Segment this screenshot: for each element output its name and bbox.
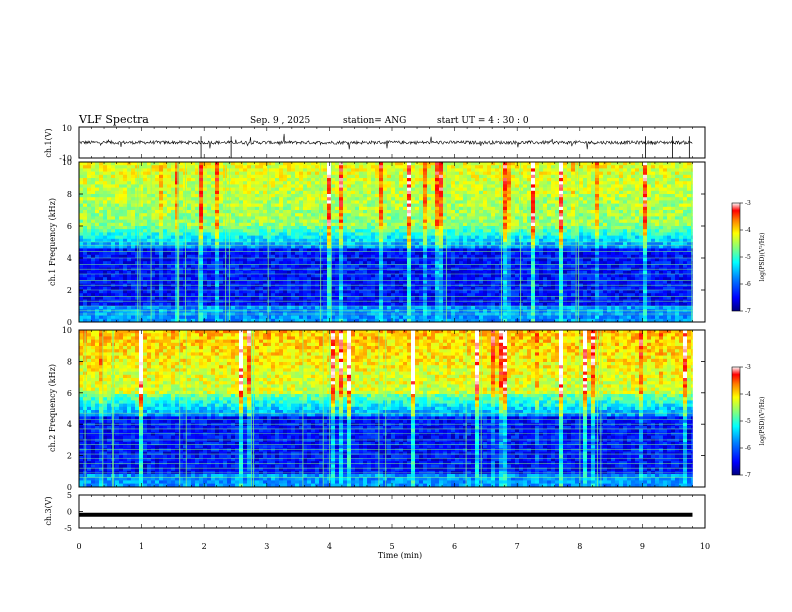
ch2-colorbar	[731, 366, 741, 476]
ch1-colorbar-label: log(PSD)(V²/Hz)	[759, 233, 766, 282]
station-label: station= ANG	[343, 116, 406, 126]
time-tick-label: 0	[76, 542, 81, 551]
colorbar-tick-label: -6	[745, 445, 751, 452]
time-tick-label: 6	[452, 542, 457, 551]
freq-tick-label: 6	[67, 389, 72, 398]
colorbar-tick-label: -4	[745, 227, 751, 234]
time-tick-label: 4	[327, 542, 332, 551]
freq-tick-label: 0	[67, 483, 72, 492]
time-tick-label: 7	[515, 542, 520, 551]
figure-title: VLF Spectra	[78, 113, 149, 126]
freq-tick-label: 10	[62, 158, 72, 167]
freq-tick-label: 10	[62, 326, 72, 335]
freq-tick-label: 0	[67, 318, 72, 327]
ch3-trace-frame	[78, 494, 706, 529]
time-tick-label: 8	[577, 542, 582, 551]
time-tick-label: 10	[700, 542, 710, 551]
ch3-tick-label: 5	[67, 491, 72, 500]
time-tick-label: 5	[389, 542, 394, 551]
colorbar-tick-label: -5	[745, 418, 751, 425]
time-tick-label: 3	[264, 542, 269, 551]
colorbar-tick-label: -4	[745, 391, 751, 398]
colorbar-tick-label: -5	[745, 254, 751, 261]
freq-tick-label: 2	[67, 452, 72, 461]
freq-tick-label: 8	[67, 357, 72, 366]
ch1-ytick-top: 10	[62, 124, 72, 133]
ch1-waveform-trace	[79, 133, 693, 150]
colorbar-tick-label: -7	[745, 472, 751, 479]
ch1-spectrogram-ylabel: ch.1 Frequency (kHz)	[48, 198, 57, 286]
time-tick-label: 9	[640, 542, 645, 551]
ch3-trace-ylabel: ch.3(V)	[44, 496, 53, 525]
ch2-spectrogram-image	[79, 330, 705, 488]
freq-tick-label: 4	[67, 254, 72, 263]
ch1-waveform-panel: 10 -10 ch.1(V)	[44, 124, 706, 163]
freq-tick-label: 6	[67, 222, 72, 231]
time-axis-label: Time (min)	[378, 551, 422, 560]
time-axis: 0 1 2 3 4 5 6 7 8 9 10	[76, 127, 710, 551]
colorbar-tick-label: -3	[745, 200, 751, 207]
start-time-label: start UT = 4 : 30 : 0	[437, 116, 529, 126]
colorbar-tick-label: -7	[745, 308, 751, 315]
ch1-waveform-frame	[78, 126, 706, 159]
freq-tick-label: 4	[67, 420, 72, 429]
colorbar-tick-label: -6	[745, 281, 751, 288]
freq-tick-label: 8	[67, 190, 72, 199]
ch2-spectrogram-ylabel: ch.2 Frequency (kHz)	[48, 364, 57, 452]
ch1-waveform-ylabel: ch.1(V)	[44, 128, 53, 157]
ch1-ytick-bottom: -10	[59, 154, 72, 163]
time-tick-label: 2	[202, 542, 207, 551]
freq-tick-label: 2	[67, 286, 72, 295]
ch3-trace-panel: 5 0 -5 ch.3(V)	[44, 491, 706, 533]
ch1-spectrogram-image	[79, 162, 705, 323]
date-label: Sep. 9 , 2025	[250, 116, 310, 126]
ch1-colorbar	[731, 202, 741, 312]
colorbar-tick-label: -3	[745, 364, 751, 371]
time-tick-label: 1	[139, 542, 144, 551]
ch2-colorbar-label: log(PSD)(V²/Hz)	[759, 397, 766, 446]
ch3-tick-label: 0	[67, 508, 72, 517]
ch3-tick-label: -5	[64, 524, 72, 533]
